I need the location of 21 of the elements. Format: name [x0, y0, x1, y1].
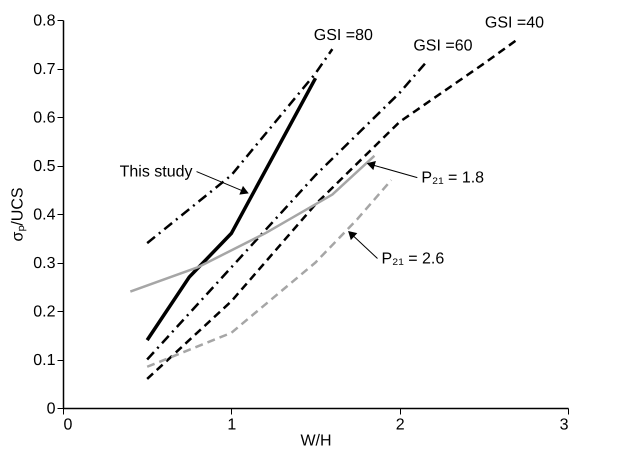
y-axis-title: σₚ/UCS	[9, 187, 26, 242]
annotation: GSI =60	[413, 38, 473, 55]
annotation: P₂₁ = 2.6	[381, 250, 444, 268]
x-tick-label: 1	[227, 416, 236, 434]
annotation: GSI =80	[314, 27, 374, 44]
y-tick-label: 0.3	[33, 255, 56, 272]
y-tick-label: 0.6	[33, 110, 56, 126]
annotation: This study	[120, 164, 193, 181]
x-axis-title: W/H	[300, 432, 332, 450]
y-tick-label: 0.8	[33, 12, 56, 30]
y-tick-label: 0.5	[33, 158, 56, 175]
x-tick-label: 0	[64, 416, 72, 434]
annotation: GSI =40	[484, 14, 544, 32]
y-tick-label: 0.2	[33, 304, 56, 320]
y-tick-label: 0.7	[33, 61, 56, 78]
y-tick-label: 0.4	[33, 206, 56, 224]
x-tick-label: 3	[560, 416, 569, 434]
x-tick-label: 2	[396, 416, 405, 434]
annotation: P₂₁ = 1.8	[421, 170, 484, 187]
y-tick-label: 0	[46, 400, 56, 418]
y-tick-label: 0.1	[33, 352, 56, 369]
